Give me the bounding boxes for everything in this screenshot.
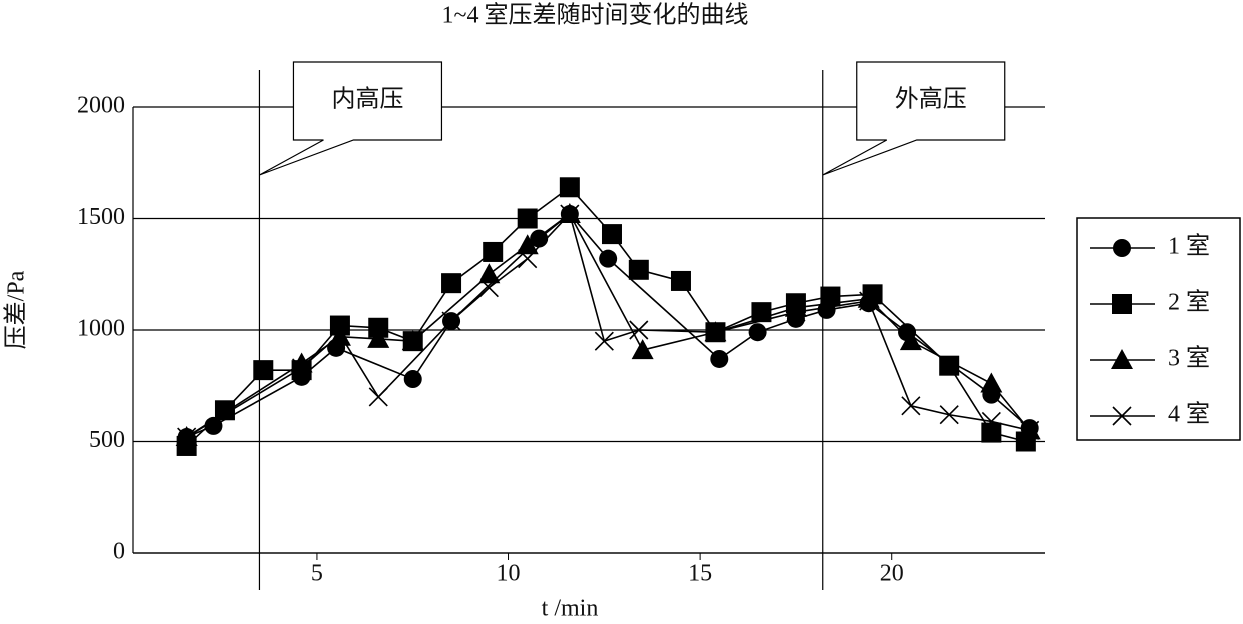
marker <box>330 324 350 345</box>
marker <box>705 322 726 342</box>
marker <box>559 177 580 198</box>
marker <box>483 241 504 262</box>
x-axis-label: t /min <box>542 596 599 622</box>
marker <box>517 208 538 229</box>
marker <box>901 396 921 416</box>
marker <box>980 372 1003 393</box>
marker <box>204 416 223 435</box>
marker <box>710 349 729 368</box>
marker <box>594 331 614 351</box>
marker <box>629 320 649 340</box>
legend-label: 3 室 <box>1168 345 1210 372</box>
marker <box>899 330 922 351</box>
legend-box <box>1076 217 1241 441</box>
marker <box>939 405 959 425</box>
marker <box>939 355 960 376</box>
marker <box>820 286 841 307</box>
marker <box>290 352 313 373</box>
legend-label: 1 室 <box>1168 233 1210 260</box>
callout <box>822 61 1006 176</box>
callout <box>259 61 443 176</box>
marker <box>441 311 461 331</box>
marker <box>292 358 312 378</box>
marker <box>1020 420 1040 440</box>
marker <box>786 302 806 322</box>
annotation-text: 外高压 <box>895 86 967 113</box>
legend-label: 2 室 <box>1168 289 1210 316</box>
marker <box>628 259 649 280</box>
marker <box>857 287 880 308</box>
legend-label: 4 室 <box>1168 401 1210 428</box>
x-tick-label: 15 <box>688 561 712 587</box>
marker <box>981 422 1002 443</box>
marker <box>859 291 879 311</box>
y-tick-label: 2000 <box>77 93 125 119</box>
marker <box>599 249 618 268</box>
marker <box>367 327 390 348</box>
legend-marker <box>1112 294 1132 314</box>
legend-marker <box>1111 349 1133 369</box>
marker <box>981 411 1001 431</box>
x-tick-label: 10 <box>497 561 521 587</box>
y-tick-label: 500 <box>89 427 125 453</box>
marker <box>479 278 499 298</box>
marker <box>560 204 580 224</box>
chart-title: 1~4 室压差随时间变化的曲线 <box>442 2 749 29</box>
marker <box>368 317 389 338</box>
marker <box>401 330 424 351</box>
y-tick-label: 1000 <box>77 316 125 342</box>
y-axis-label: 压差/Pa <box>3 270 30 349</box>
marker <box>516 234 539 255</box>
marker <box>177 427 197 447</box>
y-tick-label: 0 <box>113 539 125 565</box>
legend-marker <box>1113 239 1131 257</box>
marker <box>670 270 691 291</box>
series-line <box>186 186 1027 447</box>
marker <box>478 263 501 284</box>
marker <box>748 323 767 342</box>
marker <box>403 370 422 389</box>
marker <box>253 360 274 381</box>
marker <box>518 249 538 269</box>
x-tick-label: 5 <box>311 561 323 587</box>
marker <box>601 224 622 245</box>
marker <box>441 273 462 294</box>
x-tick-label: 20 <box>880 561 904 587</box>
marker <box>631 339 654 360</box>
legend-marker <box>1112 406 1132 426</box>
y-tick-label: 1500 <box>77 204 125 230</box>
annotation-text: 内高压 <box>331 86 403 113</box>
marker <box>368 387 388 407</box>
